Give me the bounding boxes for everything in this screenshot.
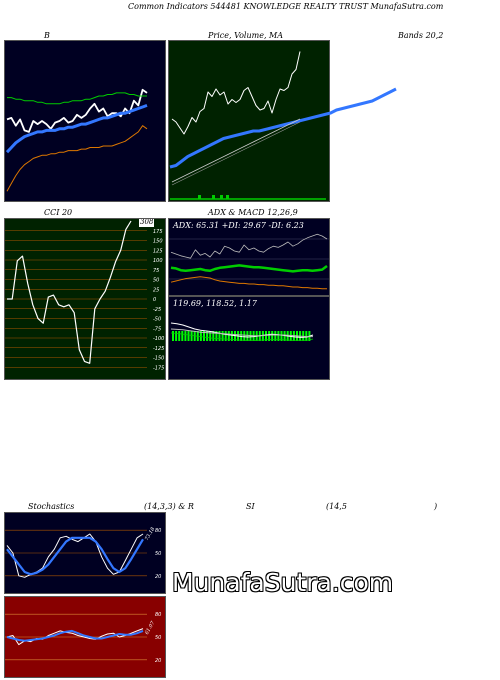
macd-histogram-bar-30 [265, 331, 267, 341]
macd-histogram-bar-2 [178, 331, 181, 341]
bollinger-series-3 [6, 125, 148, 192]
adx-panel: ADX: 65.31 +DI: 29.67 -DI: 6.23 [168, 218, 330, 296]
bollinger-chart [5, 88, 148, 192]
cci-tick-label-2: 125 [153, 248, 163, 254]
cci-tick-label-5: 50 [153, 278, 159, 284]
macd-histogram-bar-24 [246, 331, 249, 341]
adx-series-0 [170, 233, 328, 259]
stochastics-series-1 [6, 536, 144, 576]
stoch-tick-label-2: 20 [155, 574, 161, 580]
rsi-chart: 80 50 20 [5, 612, 161, 664]
page-title: Common Indicators 544481 KNOWLEDGE REALT… [128, 2, 444, 11]
bollinger-label: B [44, 31, 50, 40]
cci-tick-label-9: -50 [153, 317, 161, 323]
cci-label: CCI 20 [44, 208, 73, 217]
adx-readout: ADX: 65.31 +DI: 29.67 -DI: 6.23 [173, 221, 304, 230]
stochastics-label: Stochastics [28, 502, 75, 511]
stoch-tick-label-1: 50 [155, 551, 161, 557]
cci-tick-label-13: -150 [153, 356, 164, 362]
cci-chart: 175 150 125 100 75 50 25 0 -25 -50 -75 -100 -125 -150… [5, 220, 164, 371]
macd-series-2 [170, 332, 314, 341]
macd-chart [170, 322, 314, 341]
macd-histogram-bar-35 [280, 331, 283, 341]
macd-histogram-bar-4 [184, 331, 187, 341]
macd-histogram-bar-34 [277, 331, 280, 341]
cci-tick-label-12: -125 [153, 346, 164, 352]
price_volume_ma-series-0 [171, 51, 301, 135]
bollinger-series-1 [5, 103, 148, 154]
macd-histogram-bar-17 [224, 331, 227, 341]
macd-histogram-bar-19 [230, 331, 233, 341]
rsi-series-1 [6, 629, 144, 642]
price_volume_ma-series-1 [169, 87, 397, 169]
rsi-label: SI [246, 502, 255, 511]
rsi-tick-label-0: 80 [155, 612, 161, 618]
bollinger-series-2 [7, 92, 147, 105]
macd-histogram-bar-5 [187, 331, 190, 341]
stochastics-panel: 80 50 20 73.18 [4, 512, 166, 594]
volume-bar-0 [198, 195, 201, 199]
macd-histogram-bar-15 [218, 331, 221, 341]
macd-panel: 119.69, 118.52, 1.17 [168, 296, 330, 380]
rsi-params-label: (14,5 [326, 502, 347, 511]
cci-tick-label-8: -25 [153, 307, 161, 313]
macd-histogram-bar-14 [215, 331, 218, 341]
stoch-tick-label-0: 80 [155, 528, 161, 534]
rsi-close-label: ) [434, 502, 438, 511]
adx-series-1 [170, 264, 328, 273]
rsi-panel: 80 50 20 61.07 [4, 596, 166, 678]
cci-tick-label-7: 0 [153, 297, 156, 303]
cci-panel: 175 150 125 100 75 50 25 0 -25 -50 -75 -100 -125 -150… [4, 218, 166, 380]
brand-watermark: MunafaSutra.com [172, 568, 394, 597]
cci-tick-label-3: 100 [153, 258, 163, 264]
adx-macd-label: ADX & MACD 12,26,9 [208, 208, 298, 217]
bollinger-panel [4, 40, 166, 202]
macd-histogram-bar-3 [181, 331, 184, 341]
macd-histogram-bar-43 [305, 331, 308, 341]
adx-series-2 [170, 276, 327, 290]
macd-series-1 [170, 328, 313, 338]
bollinger-series-0 [6, 88, 148, 133]
macd-histogram-bar-10 [203, 331, 205, 341]
price_volume_ma-series-2 [171, 118, 301, 183]
cci-tick-label-4: 75 [153, 268, 159, 274]
macd-histogram-bar-9 [199, 331, 202, 341]
bands-label: Bands 20,2 [398, 31, 444, 40]
cci-tick-label-6: 25 [153, 287, 159, 293]
price-volume-ma-label: Price, Volume, MA [208, 31, 284, 40]
macd-histogram-bar-1 [175, 331, 178, 341]
price-chart [169, 51, 397, 200]
rsi-series-0 [6, 628, 144, 646]
macd-histogram-bar-33 [274, 331, 277, 341]
cci-tick-label-1: 150 [153, 239, 163, 245]
cci-current-value: 308 [139, 218, 155, 227]
macd-histogram-bar-11 [206, 331, 209, 341]
cci-series-0 [7, 220, 132, 364]
macd-histogram-bar-18 [227, 331, 230, 341]
macd-histogram-bar-23 [243, 331, 246, 341]
rsi-tick-label-2: 20 [155, 658, 161, 664]
adx-chart [169, 233, 329, 290]
macd-histogram-bar-13 [212, 331, 215, 341]
macd-histogram-bar-32 [271, 331, 274, 341]
rsi-tick-label-1: 50 [155, 635, 161, 641]
stochastics-chart: 80 50 20 [5, 528, 161, 580]
macd-histogram-bar-16 [221, 331, 224, 341]
macd-readout: 119.69, 118.52, 1.17 [173, 299, 257, 308]
macd-histogram-bar-0 [172, 331, 174, 341]
volume-bar-1 [212, 195, 215, 199]
macd-histogram-bar-6 [190, 331, 193, 341]
macd-series-0 [170, 322, 314, 338]
stoch-params-label: (14,3,3) & R [144, 502, 194, 511]
macd-histogram-bar-12 [209, 331, 212, 341]
macd-histogram-bar-31 [268, 331, 271, 341]
cci-tick-label-11: -100 [153, 336, 164, 342]
volume-bar-2 [220, 195, 223, 199]
price_volume_ma-series-2b [171, 121, 301, 186]
volume-bar-3 [226, 195, 229, 199]
cci-tick-label-10: -75 [153, 326, 161, 332]
cci-tick-label-0: 175 [153, 229, 163, 235]
cci-tick-label-14: -175 [153, 365, 164, 371]
